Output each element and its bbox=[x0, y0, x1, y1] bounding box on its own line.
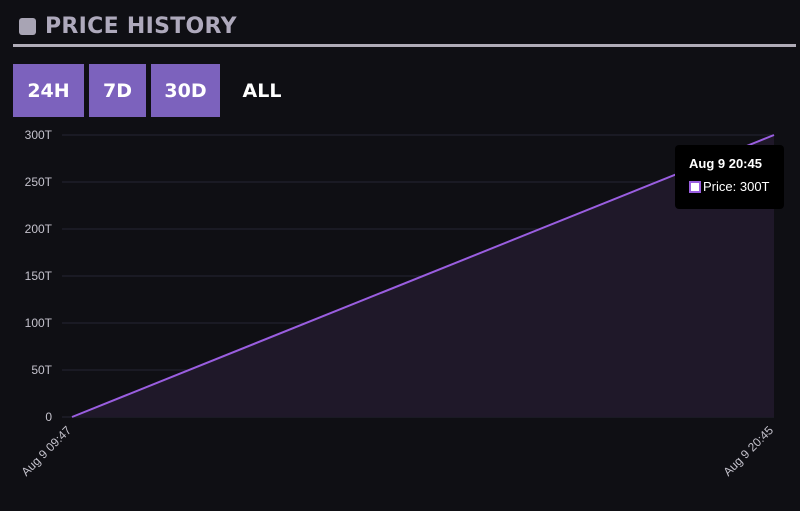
price-line bbox=[71, 134, 775, 418]
tooltip-row: Price: 300T bbox=[689, 179, 784, 194]
range-button-30d[interactable]: 30D bbox=[151, 64, 220, 117]
range-selector: 24H 7D 30D ALL bbox=[13, 64, 302, 117]
tooltip-series-label: Price: bbox=[703, 179, 737, 194]
tooltip-value: 300T bbox=[739, 179, 770, 194]
y-tick-label: 100T bbox=[25, 316, 53, 330]
range-button-all[interactable]: ALL bbox=[242, 79, 282, 102]
range-button-7d[interactable]: 7D bbox=[89, 64, 146, 117]
y-tick-label: 50T bbox=[31, 363, 52, 377]
y-tick-label: 200T bbox=[25, 222, 53, 236]
series-swatch-icon bbox=[689, 180, 701, 193]
range-button-24h[interactable]: 24H bbox=[13, 64, 84, 117]
x-tick-label: Aug 9 09:47 bbox=[18, 423, 74, 479]
y-tick-label: 0 bbox=[45, 410, 52, 424]
x-tick-label: Aug 9 20:45 bbox=[720, 423, 776, 479]
chart-tooltip: Aug 9 20:45 Price: 300T bbox=[675, 145, 784, 209]
square-icon bbox=[19, 17, 36, 35]
header: PRICE HISTORY bbox=[14, 6, 796, 46]
y-tick-label: 150T bbox=[25, 269, 53, 283]
header-divider bbox=[13, 44, 796, 47]
tooltip-time: Aug 9 20:45 bbox=[689, 156, 762, 171]
page-title: PRICE HISTORY bbox=[45, 13, 237, 39]
y-tick-label: 250T bbox=[25, 175, 53, 189]
y-tick-label: 300T bbox=[25, 128, 53, 142]
